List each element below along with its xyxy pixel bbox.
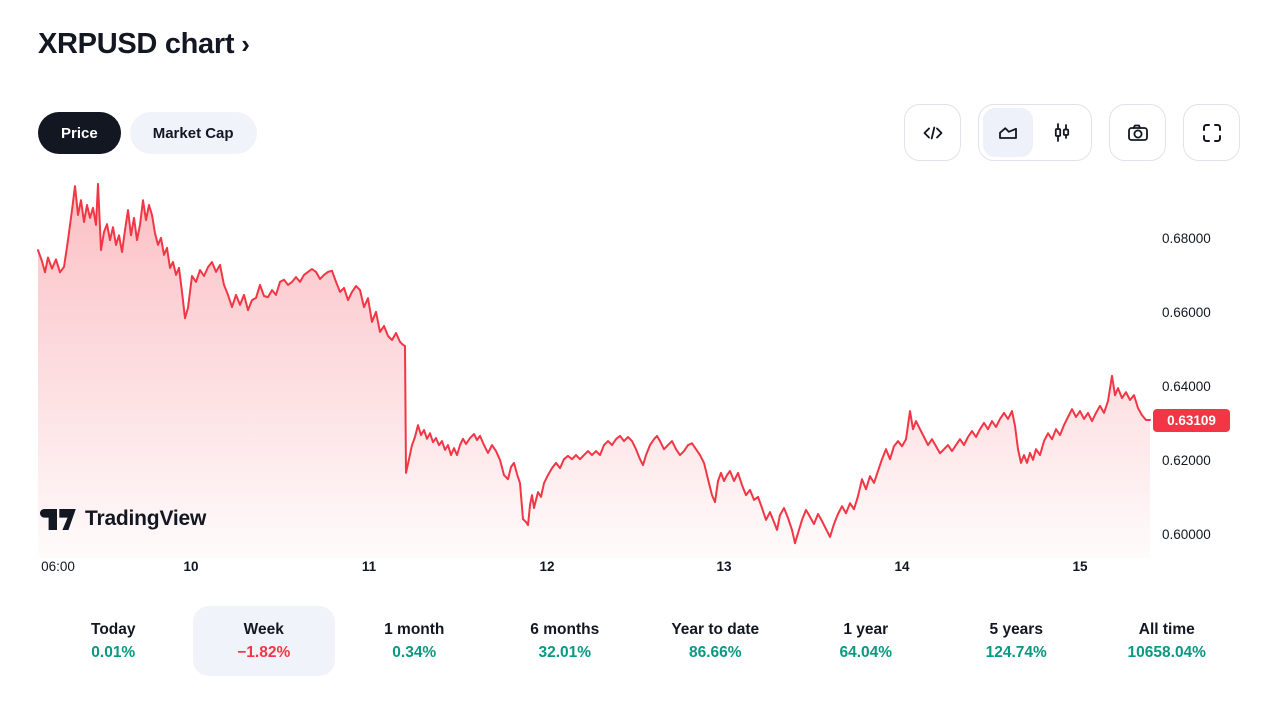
- range-6-months[interactable]: 6 months 32.01%: [530, 620, 600, 661]
- last-price-badge: 0.63109: [1153, 408, 1230, 432]
- range-stats-row: Today 0.01% Week −1.82% 1 month 0.34% 6 …: [38, 606, 1242, 676]
- fullscreen-button[interactable]: [1183, 104, 1240, 161]
- x-axis-label: 14: [894, 559, 910, 574]
- range-all-time[interactable]: All time 10658.04%: [1127, 620, 1206, 661]
- range-today[interactable]: Today 0.01%: [91, 620, 136, 661]
- fullscreen-icon: [1202, 123, 1221, 142]
- range-week[interactable]: Week −1.82%: [192, 606, 335, 676]
- tradingview-logo-icon: [40, 508, 76, 530]
- code-icon: [923, 126, 942, 139]
- area-chart-icon: [999, 126, 1017, 139]
- x-axis-label: 13: [716, 559, 732, 574]
- range-1-year[interactable]: 1 year 64.04%: [839, 620, 893, 661]
- y-axis-label: 0.66000: [1162, 305, 1211, 321]
- x-axis-label: 11: [361, 559, 377, 574]
- y-axis-label: 0.62000: [1162, 453, 1211, 469]
- embed-code-button[interactable]: [904, 104, 961, 161]
- candles-chart-toggle[interactable]: [1037, 108, 1087, 157]
- tab-price[interactable]: Price: [38, 112, 121, 154]
- chart-type-switch: [978, 104, 1092, 161]
- chart-plot-area[interactable]: [38, 165, 1150, 558]
- chart-toolbar: [904, 104, 1240, 161]
- chevron-right-icon: ›: [241, 28, 250, 59]
- y-axis-label: 0.60000: [1162, 527, 1211, 543]
- range-1-month[interactable]: 1 month 0.34%: [384, 620, 445, 661]
- tab-market-cap[interactable]: Market Cap: [129, 112, 257, 154]
- x-axis-label: 12: [539, 559, 555, 574]
- area-chart-toggle[interactable]: [983, 108, 1033, 157]
- camera-icon: [1127, 124, 1148, 141]
- page-title-link[interactable]: XRPUSD chart ›: [38, 28, 250, 61]
- candles-icon: [1054, 122, 1070, 142]
- tradingview-logo-link[interactable]: TradingView: [40, 507, 206, 531]
- price-line: [37, 182, 1151, 545]
- chart-mode-toggle: Price Market Cap: [38, 112, 257, 154]
- x-axis-label: 15: [1072, 559, 1088, 574]
- range-year-to-date[interactable]: Year to date 86.66%: [671, 620, 760, 661]
- y-axis-label: 0.68000: [1162, 231, 1211, 246]
- snapshot-button[interactable]: [1109, 104, 1166, 161]
- range-5-years[interactable]: 5 years 124.74%: [985, 620, 1047, 661]
- area-fill: [38, 183, 1150, 558]
- y-axis-label: 0.64000: [1162, 379, 1211, 395]
- x-axis-label: 10: [183, 559, 199, 574]
- x-axis-label: 06:00: [41, 559, 75, 574]
- page-title: XRPUSD chart: [38, 28, 235, 60]
- tradingview-logo-text: TradingView: [85, 507, 207, 530]
